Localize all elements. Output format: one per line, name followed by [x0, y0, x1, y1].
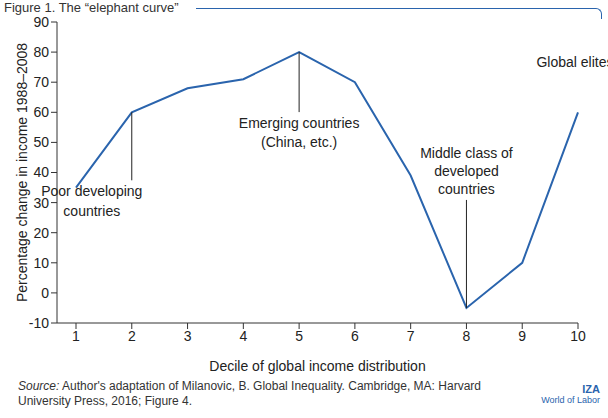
svg-text:80: 80 — [33, 44, 49, 60]
svg-text:Poor developing: Poor developing — [41, 183, 142, 199]
html-text:IZA: IZA — [582, 383, 600, 395]
svg-text:40: 40 — [33, 164, 49, 180]
svg-text:Global elites: Global elites — [536, 54, 600, 70]
svg-text:6: 6 — [351, 328, 359, 344]
svg-text:Percentage change in income 19: Percentage change in income 1988–2008 — [14, 43, 30, 302]
svg-text:4: 4 — [239, 328, 247, 344]
svg-text:Middle class of: Middle class of — [420, 145, 513, 161]
svg-text:Decile of global income distri: Decile of global income distribution — [209, 358, 425, 374]
html-text:Figure 1. The “elephant curve”: Figure 1. The “elephant curve” — [4, 0, 179, 15]
svg-text:9: 9 — [518, 328, 526, 344]
svg-text:1: 1 — [72, 328, 80, 344]
svg-text:2: 2 — [128, 328, 136, 344]
svg-text:70: 70 — [33, 74, 49, 90]
svg-text:30: 30 — [33, 195, 49, 211]
svg-text:0: 0 — [41, 285, 49, 301]
svg-text:90: 90 — [33, 14, 49, 30]
svg-text:7: 7 — [407, 328, 415, 344]
html-text:Source: Author's adaptation of: Source: Author's adaptation of Milanovic… — [18, 379, 481, 408]
svg-text:20: 20 — [33, 225, 49, 241]
svg-text:countries: countries — [63, 203, 120, 219]
svg-text:10: 10 — [570, 328, 586, 344]
html-text:World of Labor: World of Labor — [541, 395, 600, 405]
svg-text:(China, etc.): (China, etc.) — [261, 134, 337, 150]
svg-text:8: 8 — [463, 328, 471, 344]
svg-text:Emerging countries: Emerging countries — [239, 115, 360, 131]
svg-text:-10: -10 — [29, 315, 49, 331]
svg-text:10: 10 — [33, 255, 49, 271]
svg-text:60: 60 — [33, 104, 49, 120]
svg-text:3: 3 — [184, 328, 192, 344]
svg-text:50: 50 — [33, 134, 49, 150]
svg-text:countries: countries — [438, 181, 495, 197]
svg-text:developed: developed — [434, 163, 499, 179]
svg-text:5: 5 — [295, 328, 303, 344]
